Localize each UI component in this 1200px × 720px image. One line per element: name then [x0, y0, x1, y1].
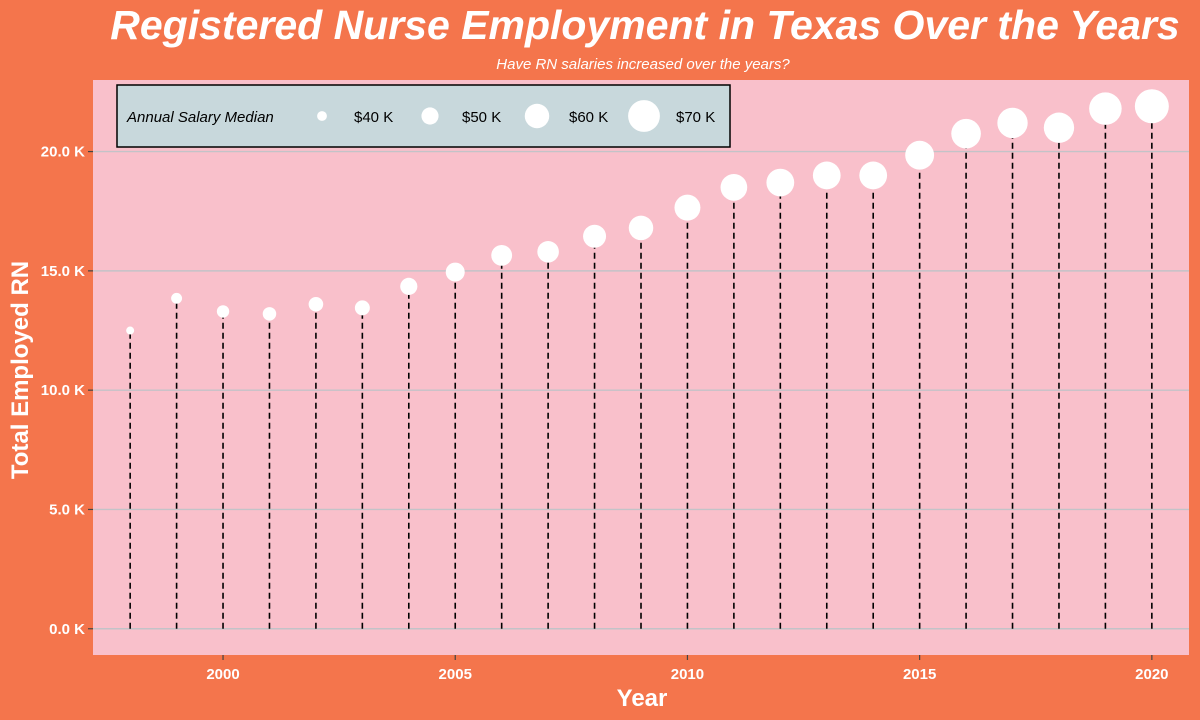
y-tick-label: 15.0 K: [41, 263, 85, 280]
data-point: [1134, 89, 1169, 124]
legend-key-circle: [421, 107, 439, 125]
data-points: [126, 89, 1169, 335]
data-point: [354, 300, 370, 316]
chart-subtitle: Have RN salaries increased over the year…: [496, 56, 790, 73]
x-tick-label: 2010: [671, 666, 704, 683]
data-point: [720, 174, 748, 201]
legend-keys: $40 K $50 K $60 K $70 K: [317, 100, 715, 132]
data-point: [308, 296, 324, 312]
y-tick-label: 20.0 K: [41, 144, 85, 161]
x-tick-label: 2015: [903, 666, 936, 683]
y-tick-label: 5.0 K: [49, 501, 85, 518]
data-point: [905, 140, 935, 170]
data-point: [1043, 112, 1075, 143]
x-tick-label: 2005: [439, 666, 472, 683]
y-gridlines: [93, 150, 1189, 630]
data-point: [171, 292, 183, 304]
chart-title: Registered Nurse Employment in Texas Ove…: [110, 2, 1179, 48]
legend-key-circle: [628, 100, 660, 132]
y-axis-ticks: 0.0 K 5.0 K 10.0 K 15.0 K 20.0 K: [41, 144, 93, 638]
legend-key-circle: [524, 103, 550, 129]
data-point: [997, 107, 1028, 139]
x-tick-label: 2020: [1135, 666, 1168, 683]
data-point: [126, 326, 135, 335]
data-point: [766, 168, 795, 197]
legend-key-label: $50 K: [462, 109, 501, 126]
y-tick-label: 10.0 K: [41, 382, 85, 399]
data-point: [1089, 92, 1122, 125]
y-tick-label: 0.0 K: [49, 621, 85, 638]
data-point: [216, 305, 230, 318]
legend-title: Annual Salary Median: [126, 109, 274, 126]
x-tick-label: 2000: [206, 666, 239, 683]
data-point: [859, 161, 888, 190]
y-axis-title: Total Employed RN: [7, 261, 34, 479]
data-point: [445, 262, 465, 282]
data-point: [400, 277, 418, 295]
data-point: [674, 194, 701, 221]
data-point: [262, 307, 277, 321]
legend-key-label: $40 K: [354, 109, 393, 126]
data-point: [951, 118, 981, 149]
x-axis-ticks: 2000 2005 2010 2015 2020: [206, 655, 1169, 683]
data-point: [537, 241, 559, 263]
legend-key-label: $60 K: [569, 109, 608, 126]
stems: [129, 106, 1153, 629]
data-point: [583, 224, 607, 248]
data-point: [491, 244, 513, 266]
legend-key-label: $70 K: [676, 109, 715, 126]
legend-key-circle: [317, 111, 327, 121]
data-point: [628, 215, 654, 241]
data-point: [812, 161, 841, 190]
x-axis-title: Year: [617, 685, 668, 712]
size-legend: Annual Salary Median $40 K $50 K $60 K $70 …: [116, 84, 731, 148]
